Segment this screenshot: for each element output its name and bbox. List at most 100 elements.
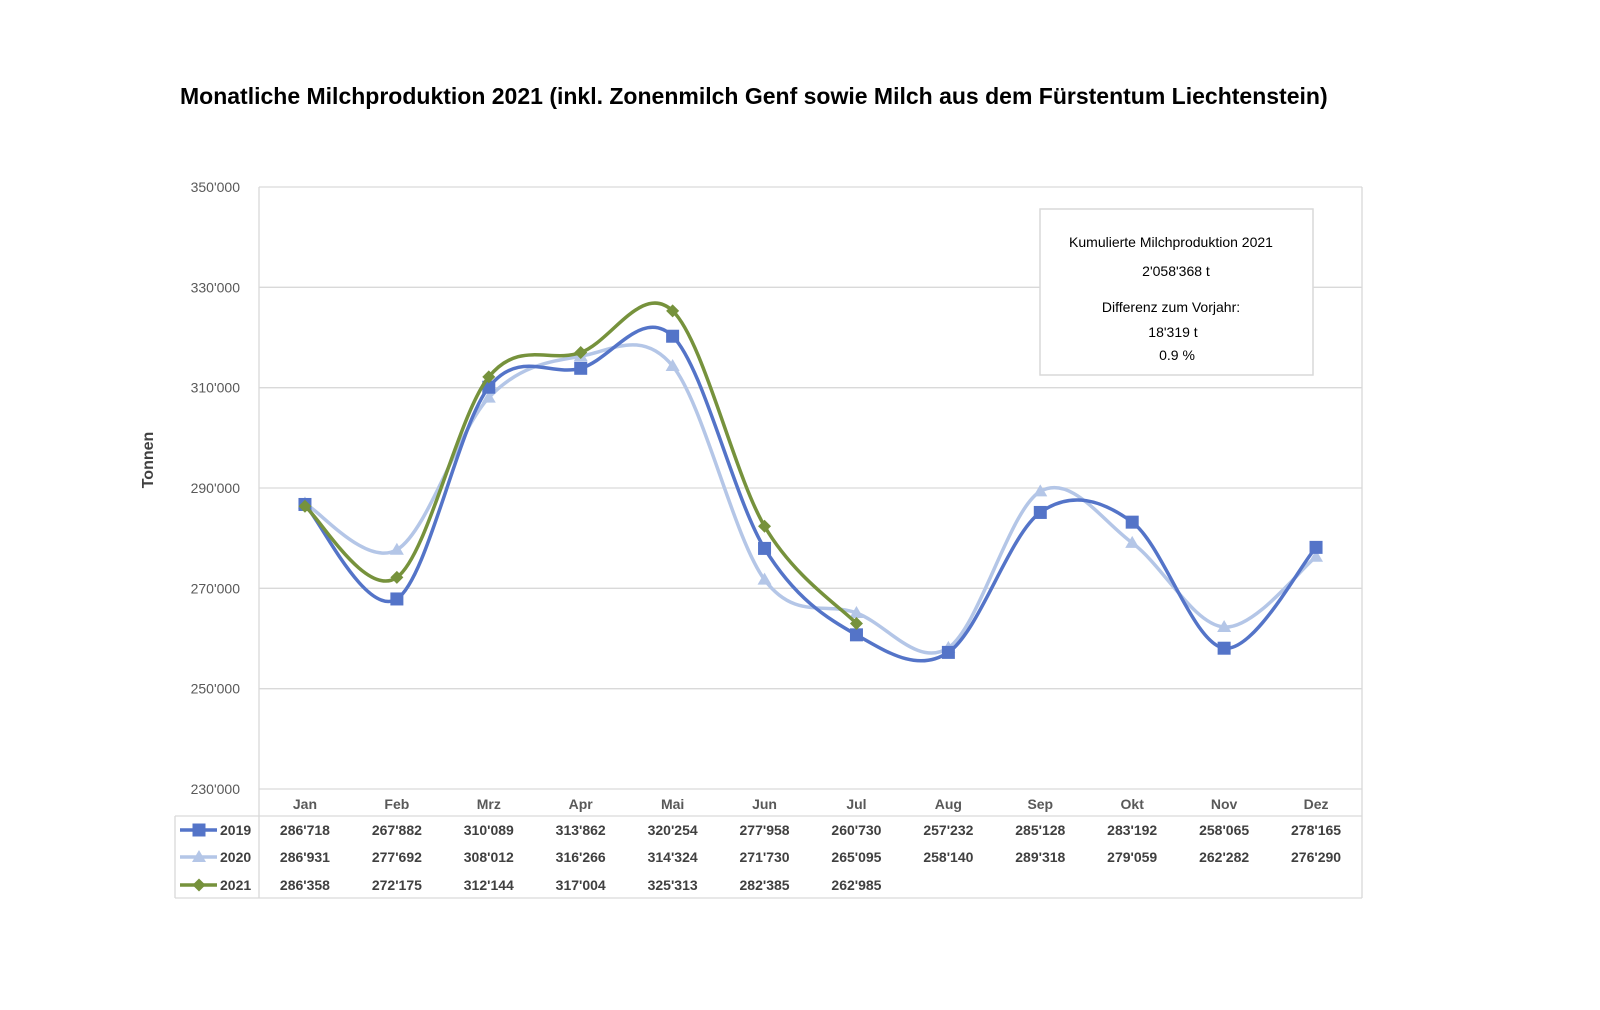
table-cell: 258'065 (1199, 822, 1249, 838)
table-cell: 276'290 (1291, 849, 1341, 865)
annotation-diff-label: Differenz zum Vorjahr: (1102, 299, 1240, 315)
series-line-2019 (303, 325, 1318, 663)
data-point-2020 (1217, 620, 1232, 633)
legend-label: 2019 (220, 822, 251, 838)
data-point-2021 (758, 519, 772, 533)
table-cell: 262'985 (831, 877, 881, 893)
y-tick-label: 290'000 (191, 480, 241, 496)
table-cell: 258'140 (923, 849, 973, 865)
table-cell: 325'313 (648, 877, 698, 893)
data-point-2020 (1309, 549, 1324, 562)
y-tick-label: 270'000 (191, 580, 241, 596)
data-point-2020 (757, 572, 772, 585)
data-point-2020 (849, 605, 864, 618)
x-tick-label: Dez (1304, 796, 1329, 812)
x-tick-label: Jan (293, 796, 317, 812)
table-cell: 313'862 (556, 822, 606, 838)
table-cell: 317'004 (556, 877, 606, 893)
data-point-2019 (666, 329, 680, 343)
table-cell: 316'266 (556, 849, 606, 865)
y-tick-label: 330'000 (191, 279, 241, 295)
annotation-total: 2'058'368 t (1142, 263, 1210, 279)
table-cell: 283'192 (1107, 822, 1157, 838)
y-tick-label: 350'000 (191, 179, 241, 195)
table-cell: 310'089 (464, 822, 514, 838)
data-point-2021 (482, 370, 496, 384)
x-tick-label: Jul (846, 796, 866, 812)
x-tick-label: Okt (1121, 796, 1145, 812)
table-cell: 312'144 (464, 877, 514, 893)
series-2020 (297, 343, 1324, 655)
table-cell: 289'318 (1015, 849, 1065, 865)
y-tick-label: 310'000 (191, 380, 241, 396)
x-tick-label: Feb (384, 796, 409, 812)
table-cell: 286'718 (280, 822, 330, 838)
x-tick-label: Mai (661, 796, 684, 812)
data-point-2019 (758, 541, 772, 555)
data-point-2020 (1125, 535, 1140, 548)
data-point-2019 (1125, 515, 1139, 529)
chart-title: Monatliche Milchproduktion 2021 (inkl. Z… (180, 83, 1328, 109)
table-cell: 257'232 (923, 822, 973, 838)
series-2021 (298, 301, 863, 631)
annotation-frame (1039, 208, 1314, 376)
data-table: Jan Feb Mrz Apr Mai Jun Jul Aug Sep Okt Nov Dez 2019… (174, 796, 1362, 899)
x-tick-label: Jun (752, 796, 777, 812)
data-point-2019 (941, 645, 955, 659)
legend-marker-diamond-icon (192, 878, 206, 892)
legend-label: 2020 (220, 849, 251, 865)
y-axis-label: Tonnen (140, 432, 157, 489)
data-point-2020 (1033, 484, 1048, 497)
annotation-diff-tonnes: 18'319 t (1148, 324, 1197, 340)
legend-marker-triangle-icon (192, 850, 206, 862)
series-lines (297, 301, 1324, 663)
data-point-2021 (666, 304, 680, 318)
data-point-2020 (665, 358, 680, 371)
table-cell: 286'931 (280, 849, 330, 865)
annotation-title: Kumulierte Milchproduktion 2021 (1069, 234, 1273, 250)
table-cell: 285'128 (1015, 822, 1065, 838)
table-cell: 278'165 (1291, 822, 1341, 838)
data-point-2019 (1309, 540, 1323, 554)
table-cell: 282'385 (740, 877, 790, 893)
data-point-2019 (574, 361, 588, 375)
table-cell: 272'175 (372, 877, 422, 893)
cumulative-annotation-box: Kumulierte Milchproduktion 2021 2'058'36… (1039, 208, 1314, 376)
series-2019 (298, 325, 1323, 663)
data-point-2021 (390, 570, 404, 584)
table-cell: 267'882 (372, 822, 422, 838)
data-point-2021 (574, 346, 588, 360)
x-tick-label: Aug (935, 796, 962, 812)
annotation-diff-percent: 0.9 % (1159, 347, 1195, 363)
table-cell: 308'012 (464, 849, 514, 865)
x-tick-label: Sep (1027, 796, 1053, 812)
table-cell: 271'730 (740, 849, 790, 865)
data-point-2019 (1217, 641, 1231, 655)
x-tick-label: Apr (569, 796, 594, 812)
table-cell: 260'730 (831, 822, 881, 838)
table-cell: 279'059 (1107, 849, 1157, 865)
table-cell: 277'958 (740, 822, 790, 838)
table-cell: 265'095 (831, 849, 881, 865)
data-point-2019 (1033, 505, 1047, 519)
series-line-2020 (304, 343, 1318, 655)
data-point-2021 (298, 499, 312, 513)
table-cell: 314'324 (648, 849, 698, 865)
legend-label: 2021 (220, 877, 251, 893)
legend-key-2020 (180, 850, 217, 862)
data-point-2019 (849, 628, 863, 642)
table-cell: 286'358 (280, 877, 330, 893)
table-cell: 262'282 (1199, 849, 1249, 865)
data-point-2020 (481, 390, 496, 403)
y-axis-ticks: 230'000 250'000 270'000 290'000 310'000 330'0… (191, 179, 241, 797)
y-tick-label: 250'000 (191, 681, 241, 697)
legend-key-2019 (180, 823, 217, 837)
x-tick-label: Mrz (477, 796, 501, 812)
data-point-2019 (390, 592, 404, 606)
data-point-2020 (389, 542, 404, 555)
data-point-2021 (849, 617, 863, 631)
table-cell: 277'692 (372, 849, 422, 865)
legend-key-2021 (180, 878, 217, 892)
y-tick-label: 230'000 (191, 781, 241, 797)
